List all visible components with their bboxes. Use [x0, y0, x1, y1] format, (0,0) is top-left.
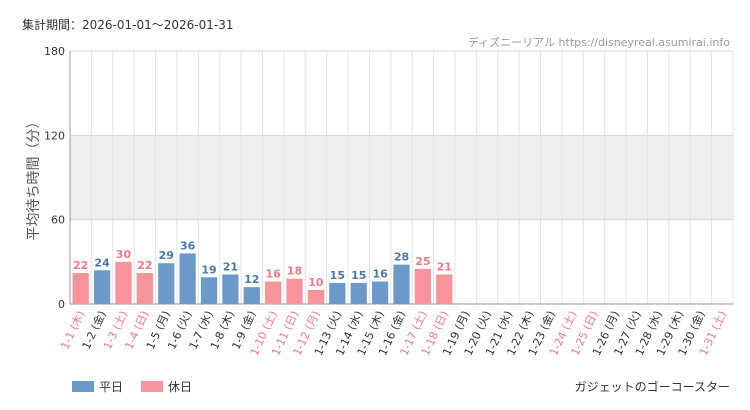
legend-weekday: 平日 — [72, 378, 123, 395]
bar-value-label: 16 — [372, 268, 388, 281]
bar — [414, 268, 432, 304]
bar-value-label: 28 — [394, 251, 409, 264]
site-credit: ディズニーリアル https://disneyreal.asumirai.inf… — [467, 36, 730, 49]
legend-holiday: 休日 — [141, 378, 192, 395]
bar-value-label: 36 — [180, 239, 196, 252]
bar-value-label: 18 — [287, 265, 302, 278]
bar — [93, 270, 111, 304]
bar — [350, 282, 367, 304]
bar-value-label: 10 — [308, 276, 324, 289]
bar — [158, 263, 175, 304]
bar-value-label: 24 — [94, 256, 110, 269]
legend-weekday-swatch — [72, 381, 94, 392]
y-tick-label: 180 — [44, 45, 65, 58]
legend-holiday-label: 休日 — [168, 380, 193, 394]
bar — [436, 274, 453, 304]
label-layer: 22 24 30 22 29 36 19 21 12 16 18 10 15 15 16 28 25 21 — [73, 239, 452, 289]
bar-value-label: 22 — [137, 259, 152, 272]
bar-layer — [72, 253, 453, 304]
aggregation-period-label: 集計期間：2026-01-01～2026-01-31 — [22, 18, 234, 32]
chart-legend: 平日 休日 — [72, 378, 192, 395]
bar — [136, 273, 153, 304]
y-axis-title: 平均待ち時間（分） — [26, 115, 42, 241]
bar — [307, 289, 325, 304]
bar-value-label: 21 — [223, 260, 238, 273]
bar — [243, 287, 260, 304]
bar-value-label: 21 — [437, 260, 452, 273]
bar — [265, 281, 282, 304]
legend-holiday-swatch — [141, 381, 164, 392]
y-tick-label: 60 — [51, 214, 65, 227]
bar-value-label: 15 — [330, 269, 345, 282]
bar-value-label: 19 — [201, 263, 216, 276]
attraction-name: ガジェットのゴーコースター — [574, 380, 730, 394]
bar — [200, 277, 218, 304]
bar-value-label: 12 — [244, 273, 259, 286]
bar — [393, 264, 410, 304]
bar — [179, 253, 196, 304]
bar — [222, 274, 239, 304]
legend-weekday-label: 平日 — [99, 380, 124, 394]
shaded-band — [70, 135, 733, 220]
bar — [286, 278, 303, 304]
bar-value-label: 16 — [266, 268, 282, 281]
y-tick-label: 0 — [58, 298, 65, 311]
bar — [72, 273, 89, 304]
bar-value-label: 29 — [159, 249, 174, 262]
bar-value-label: 25 — [415, 255, 430, 268]
y-tick-label: 120 — [44, 129, 65, 142]
bar-value-label: 22 — [73, 259, 88, 272]
bar-value-label: 15 — [351, 269, 366, 282]
bar — [329, 282, 346, 304]
bar-value-label: 30 — [116, 248, 132, 261]
bar — [371, 281, 389, 304]
bar — [115, 261, 132, 304]
